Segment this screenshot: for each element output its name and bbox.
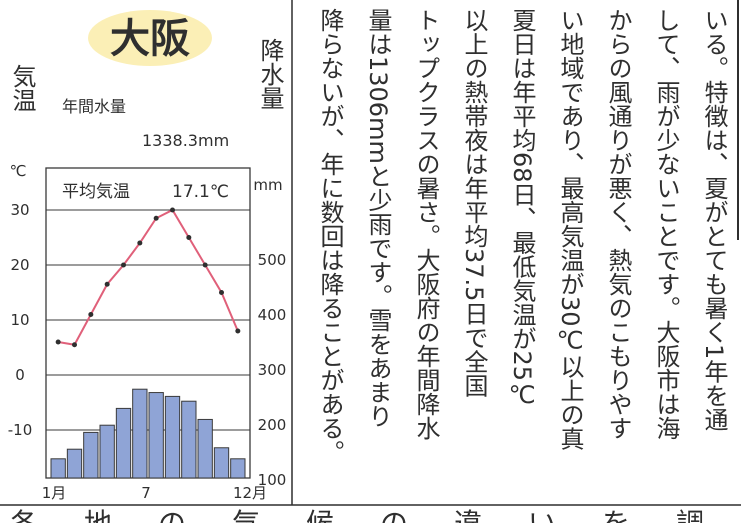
temperature-point-11 bbox=[219, 290, 224, 295]
precipitation-bar-5 bbox=[115, 407, 132, 479]
temperature-point-1 bbox=[55, 339, 61, 345]
month-label-jan: 1月 bbox=[42, 484, 67, 502]
title-highlight bbox=[88, 10, 212, 66]
precipitation-bar-2 bbox=[66, 448, 83, 479]
average-temperature-label: 平均気温 bbox=[62, 182, 130, 202]
temp-tick-20: 20 bbox=[10, 256, 29, 274]
month-label-dec: 12月 bbox=[233, 484, 267, 502]
temp-tick-0: 0 bbox=[15, 366, 25, 384]
chart-gridlines bbox=[46, 209, 250, 431]
precipitation-bar-3 bbox=[83, 431, 99, 479]
month-label-jul: 7 bbox=[141, 484, 151, 502]
precipitation-bar-10 bbox=[197, 418, 213, 479]
temperature-point-7 bbox=[153, 215, 159, 221]
essay-column-9: 降らないが、年に数回は降ることがある。 bbox=[316, 8, 344, 464]
precipitation-bar-6 bbox=[132, 388, 148, 479]
precipitation-bar-1 bbox=[50, 458, 66, 479]
bottom-strip-text: 各地の気候の違いを調べよう bbox=[10, 507, 741, 523]
temperature-point-4 bbox=[104, 281, 110, 287]
temperature-point-5 bbox=[121, 262, 126, 268]
temperature-ticks: 30 20 10 0 -10 bbox=[8, 201, 33, 439]
precip-tick-100: 100 bbox=[258, 471, 287, 489]
precip-tick-400: 400 bbox=[258, 306, 287, 324]
temperature-point-12 bbox=[235, 328, 241, 334]
temp-tick-minus10: -10 bbox=[8, 421, 33, 439]
temp-tick-10: 10 bbox=[10, 311, 29, 329]
precipitation-bar-9 bbox=[181, 400, 197, 479]
temperature-point-6 bbox=[137, 240, 143, 246]
essay-column-4: い地域であり、最高気温が30℃以上の真 bbox=[556, 8, 584, 451]
average-temperature-value: 17.1℃ bbox=[172, 182, 229, 202]
precip-tick-300: 300 bbox=[258, 361, 287, 379]
temperature-point-9 bbox=[186, 235, 192, 240]
precipitation-bar-4 bbox=[99, 424, 115, 479]
precipitation-unit: mm bbox=[253, 176, 282, 194]
temp-tick-30: 30 bbox=[10, 201, 29, 219]
temperature-point-10 bbox=[202, 262, 208, 268]
essay-column-5: 夏日は年平均68日、最低気温が25℃ bbox=[508, 8, 536, 409]
temperature-line-path bbox=[58, 208, 239, 346]
precipitation-ticks: 500 400 300 200 100 bbox=[258, 251, 287, 489]
precipitation-bars bbox=[50, 388, 246, 479]
city-title: 大阪 bbox=[110, 16, 190, 62]
temperature-line bbox=[55, 207, 241, 348]
temperature-unit: ℃ bbox=[10, 162, 27, 180]
temperature-axis-title: 気温 bbox=[8, 64, 36, 112]
essay-column-8: 量は1306mmと少雨です。雪をあまり bbox=[364, 8, 392, 428]
essay-column-1: いる。特徴は、夏がとても暑く1年を通 bbox=[700, 8, 728, 431]
precipitation-axis-title: 降水量 bbox=[256, 38, 284, 110]
temperature-point-3 bbox=[88, 312, 94, 317]
annual-precipitation-label: 年間水量 bbox=[62, 97, 126, 116]
precipitation-bar-12 bbox=[230, 458, 246, 479]
essay-column-6: 以上の熱帯夜は年平均37.5日で全国 bbox=[460, 8, 488, 398]
temperature-point-8 bbox=[170, 207, 175, 213]
annual-precipitation-value: 1338.3mm bbox=[142, 131, 229, 150]
precipitation-bar-8 bbox=[164, 395, 181, 479]
essay-column-7: トップクラスの暑さ。大阪府の年間降水 bbox=[412, 8, 440, 440]
essay-column-2: して、雨が少ないことです。大阪市は海 bbox=[652, 8, 680, 440]
temperature-point-2 bbox=[72, 342, 77, 348]
precipitation-bar-7 bbox=[148, 392, 164, 479]
essay-column-3: からの風通りが悪く、熱気のこもりやす bbox=[604, 8, 632, 440]
essay-text: いる。特徴は、夏がとても暑く1年を通 して、雨が少ないことです。大阪市は海 から… bbox=[316, 8, 728, 464]
chart-frame bbox=[45, 167, 251, 479]
precip-tick-200: 200 bbox=[258, 416, 287, 434]
precip-tick-500: 500 bbox=[258, 251, 287, 269]
precipitation-bar-11 bbox=[213, 447, 230, 479]
